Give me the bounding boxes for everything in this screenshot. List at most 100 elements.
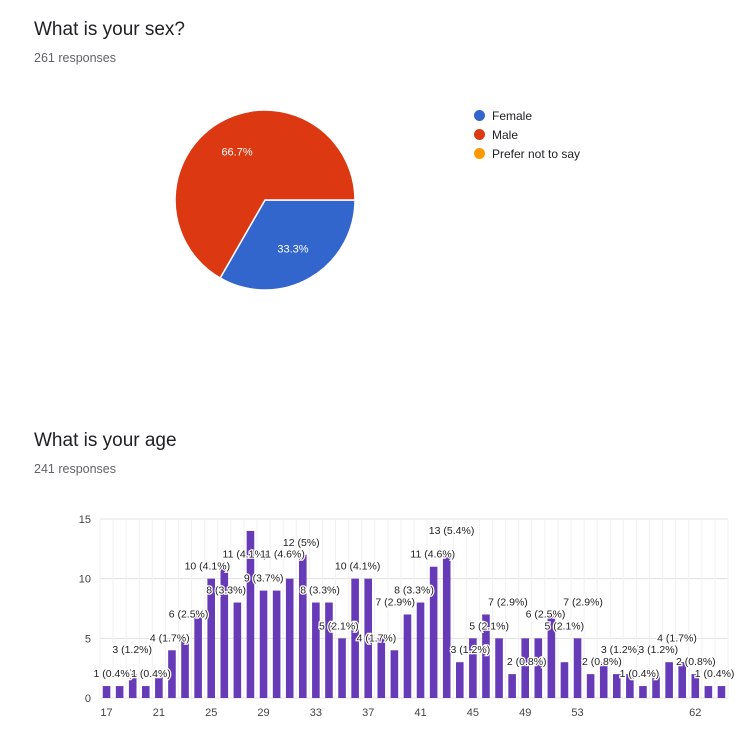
sex-response-count: 261 responses <box>34 51 117 65</box>
bar-43[interactable] <box>442 554 451 698</box>
bar-59[interactable] <box>652 674 660 698</box>
bar-27[interactable] <box>233 602 242 698</box>
pie-slice-label: 66.7% <box>221 147 252 159</box>
legend-item-prefer-not[interactable]: Prefer not to say <box>474 144 580 163</box>
legend-male-swatch <box>474 129 485 140</box>
bar-29[interactable] <box>259 590 268 698</box>
bar-55[interactable] <box>599 662 608 698</box>
legend-female-swatch <box>474 110 485 121</box>
x-tick-label: 17 <box>100 707 112 719</box>
bar-62[interactable] <box>691 674 700 698</box>
bar-22[interactable] <box>168 650 176 698</box>
bar-data-label: 9 (3.7%) <box>244 573 284 585</box>
bar-57[interactable] <box>626 674 634 698</box>
bar-data-label: 1 (0.4%) <box>131 668 171 680</box>
bar-data-label: 5 (2.1%) <box>544 620 584 632</box>
sex-legend: Female Male Prefer not to say <box>474 106 580 163</box>
bar-data-label: 10 (4.1%) <box>185 561 231 573</box>
bar-data-label: 12 (5%) <box>283 537 320 549</box>
legend-prefer-not-swatch <box>474 148 485 159</box>
bar-24[interactable] <box>194 614 202 698</box>
x-tick-label: 21 <box>153 707 165 719</box>
bar-data-label: 4 (1.7%) <box>150 632 190 644</box>
bar-36[interactable] <box>351 578 359 698</box>
bar-34[interactable] <box>325 602 333 698</box>
bar-63[interactable] <box>704 686 713 698</box>
pie-slice-female[interactable] <box>219 199 356 291</box>
pie-slice-male[interactable] <box>174 109 356 280</box>
bar-26[interactable] <box>220 566 229 698</box>
bar-19[interactable] <box>128 674 137 698</box>
legend-female-label: Female <box>492 108 533 123</box>
bar-25[interactable] <box>207 578 216 698</box>
bar-data-label: 2 (0.8%) <box>507 656 547 668</box>
y-tick-label: 5 <box>85 633 91 645</box>
bar-50[interactable] <box>534 638 543 698</box>
y-tick-label: 15 <box>79 514 91 526</box>
x-tick-label: 49 <box>519 707 531 719</box>
bar-21[interactable] <box>155 674 163 698</box>
bar-56[interactable] <box>612 674 621 698</box>
bar-35[interactable] <box>338 638 346 698</box>
age-question-card: What is your age 241 responses <box>0 400 754 743</box>
bar-47[interactable] <box>495 638 503 698</box>
bar-data-label: 11 (4.1%) <box>223 549 268 561</box>
bar-49[interactable] <box>521 638 530 698</box>
bar-37[interactable] <box>364 578 373 698</box>
bar-data-label: 11 (4.6%) <box>260 549 305 561</box>
bar-20[interactable] <box>141 686 150 698</box>
bar-64[interactable] <box>717 686 726 698</box>
legend-prefer-not-label: Prefer not to say <box>492 146 581 161</box>
bar-39[interactable] <box>390 650 399 698</box>
age-question-title: What is your age <box>34 430 177 451</box>
bar-31[interactable] <box>285 578 294 698</box>
bar-data-label: 8 (3.3%) <box>394 585 434 597</box>
y-tick-label: 0 <box>85 693 91 705</box>
bar-data-label: 5 (2.1%) <box>469 620 509 632</box>
bar-40[interactable] <box>403 614 412 698</box>
bar-33[interactable] <box>312 602 320 698</box>
bar-51[interactable] <box>547 614 556 698</box>
bar-data-label: 3 (1.2%) <box>638 644 678 656</box>
bar-48[interactable] <box>508 674 516 698</box>
bar-data-label: 5 (2.1%) <box>319 620 359 632</box>
bar-data-label: 10 (4.1%) <box>335 561 381 573</box>
age-response-count: 241 responses <box>34 462 117 476</box>
bar-30[interactable] <box>272 590 281 698</box>
bar-data-label: 2 (0.8%) <box>676 656 716 668</box>
bar-28[interactable] <box>246 530 255 698</box>
bar-32[interactable] <box>298 554 307 698</box>
bar-data-label: 3 (1.2%) <box>451 644 491 656</box>
bar-data-label: 6 (2.5%) <box>169 608 209 620</box>
bar-17[interactable] <box>102 686 111 698</box>
bar-23[interactable] <box>181 638 189 698</box>
bar-42[interactable] <box>429 566 438 698</box>
bar-data-label: 8 (3.3%) <box>300 585 340 597</box>
sex-question-card: What is your sex? 261 responses 33.3% 66.… <box>34 19 580 291</box>
bar-53[interactable] <box>573 638 582 698</box>
x-tick-label: 53 <box>571 707 583 719</box>
legend-item-male[interactable]: Male <box>474 125 580 144</box>
bar-data-label: 4 (1.7%) <box>657 632 697 644</box>
pie-slice-label: 33.3% <box>277 243 308 255</box>
bar-44[interactable] <box>455 662 464 698</box>
bar-60[interactable] <box>665 662 673 698</box>
bar-58[interactable] <box>639 686 647 698</box>
bar-data-label: 2 (0.8%) <box>582 656 622 668</box>
bar-41[interactable] <box>416 602 425 698</box>
x-tick-label: 62 <box>689 707 701 719</box>
legend-item-female[interactable]: Female <box>474 106 580 125</box>
bar-18[interactable] <box>115 686 124 698</box>
bar-data-label: 7 (2.9%) <box>488 596 528 608</box>
bar-45[interactable] <box>469 638 477 698</box>
bar-data-label: 1 (0.4%) <box>620 668 660 680</box>
bar-54[interactable] <box>586 674 595 698</box>
x-tick-label: 33 <box>310 707 322 719</box>
bar-52[interactable] <box>560 662 569 698</box>
bar-61[interactable] <box>678 662 687 698</box>
bar-data-label: 7 (2.9%) <box>375 596 415 608</box>
bar-data-label: 11 (4.6%) <box>410 549 455 561</box>
bar-38[interactable] <box>377 638 386 698</box>
bar-data-label: 3 (1.2%) <box>601 644 641 656</box>
bar-46[interactable] <box>482 614 490 698</box>
